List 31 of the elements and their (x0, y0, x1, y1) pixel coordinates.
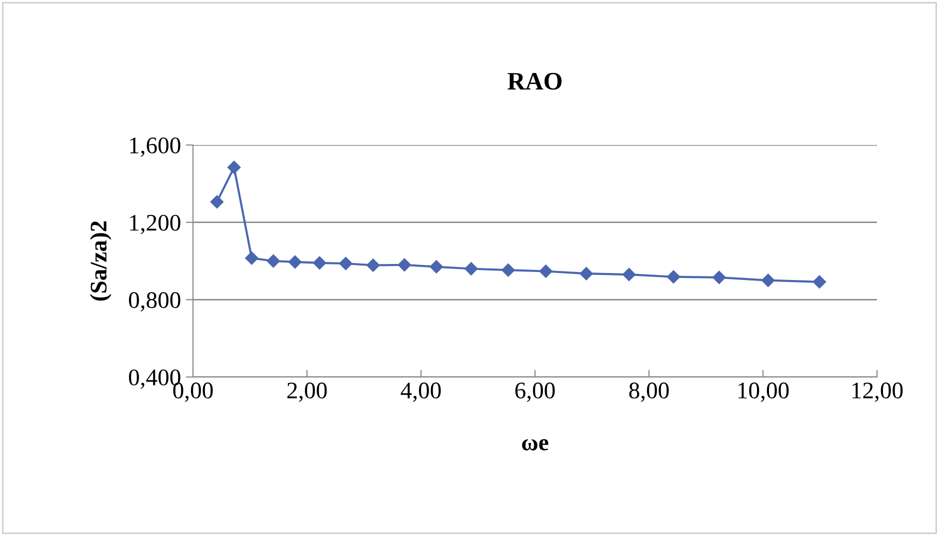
x-tick-label: 4,00 (400, 382, 441, 402)
point (812, 275, 826, 288)
point (245, 252, 258, 265)
y-tick-label: 0,800 (128, 292, 180, 312)
y-tick-label: 1,200 (130, 214, 180, 234)
point (464, 262, 478, 276)
x-tick-label: 8,00 (629, 382, 669, 402)
point (502, 264, 515, 277)
point (312, 256, 326, 270)
point (712, 270, 726, 284)
point (762, 274, 775, 287)
point (622, 268, 636, 282)
y-axis-title: (Sa/za)2 (90, 221, 112, 301)
point (580, 266, 593, 280)
point (266, 254, 280, 268)
point (430, 260, 443, 274)
x-tick-label: 12,00 (852, 382, 903, 402)
point (210, 195, 224, 208)
point (227, 160, 241, 174)
x-tick-label: 10,00 (738, 382, 789, 402)
point (366, 258, 380, 272)
x-tick-label: 2,00 (287, 382, 327, 402)
point (339, 256, 352, 270)
point (666, 270, 680, 284)
point (288, 255, 302, 269)
chart-title: RAO (508, 72, 562, 90)
x-axis-title: ωe (522, 439, 548, 450)
y-tick-label: 1,600 (130, 137, 180, 157)
point (398, 258, 412, 272)
point (539, 264, 552, 278)
x-tick-label: 6,00 (515, 382, 555, 402)
